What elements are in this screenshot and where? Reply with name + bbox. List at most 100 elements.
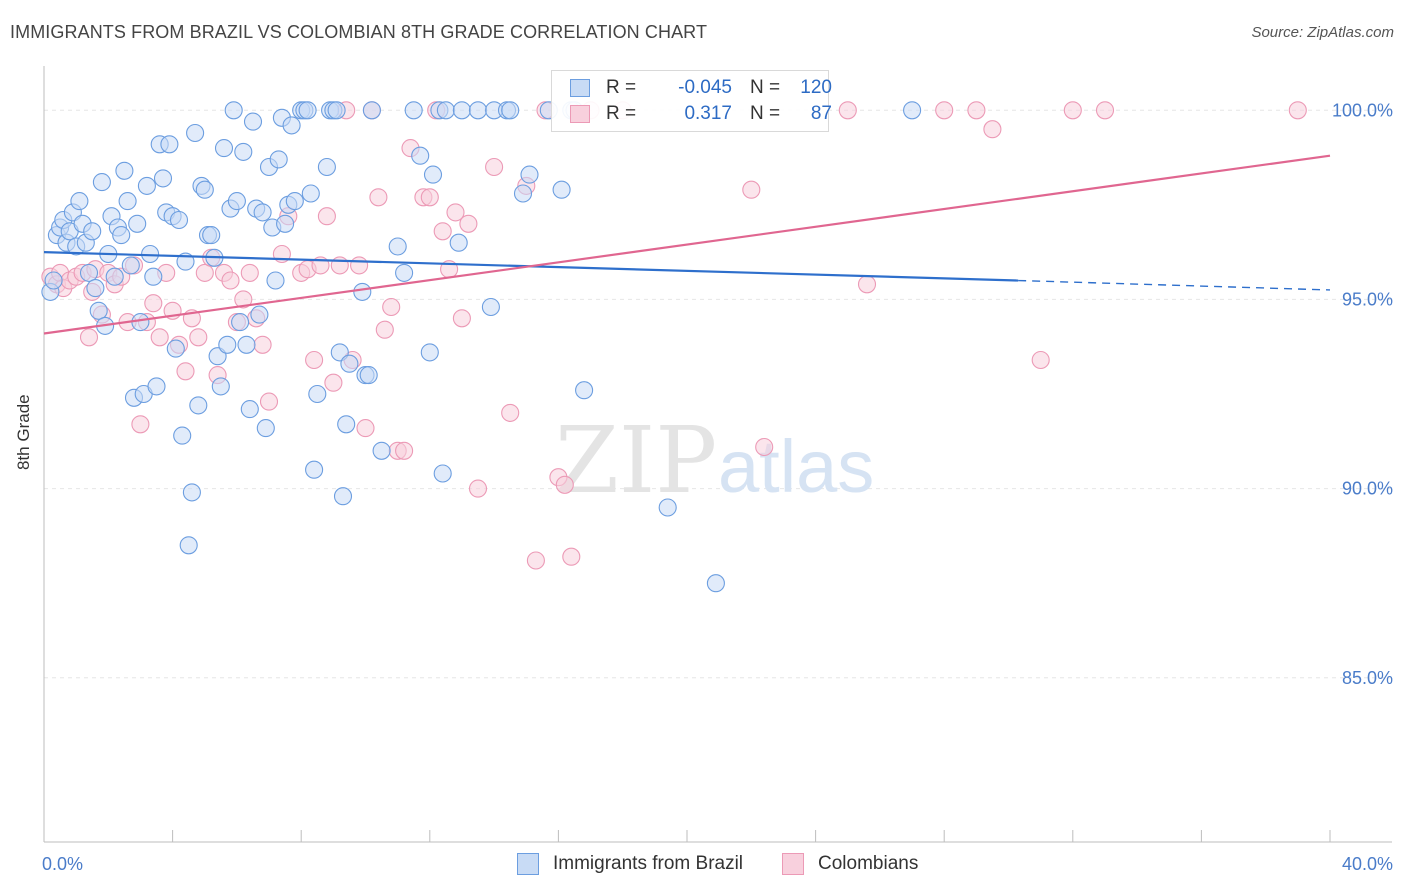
legend-swatch-colombians — [570, 105, 590, 123]
point-colombians — [240, 263, 259, 282]
y-tick-label: 85.0% — [1342, 668, 1393, 688]
point-brazil — [301, 184, 320, 203]
legend-n-label: N = — [750, 77, 781, 98]
point-colombians — [935, 101, 954, 120]
point-brazil — [166, 339, 185, 358]
point-brazil — [224, 101, 243, 120]
point-brazil — [234, 142, 253, 161]
point-brazil — [423, 165, 443, 184]
y-tick-label: 90.0% — [1342, 479, 1393, 499]
point-brazil — [436, 101, 455, 120]
point-brazil — [449, 233, 468, 252]
point-brazil — [121, 256, 140, 275]
trendline-brazil-extrapolated — [1018, 279, 1331, 291]
point-colombians — [131, 415, 150, 434]
axes — [43, 66, 1392, 843]
point-brazil — [575, 381, 594, 400]
point-brazil — [195, 180, 214, 199]
point-brazil — [182, 483, 201, 502]
point-brazil — [420, 343, 439, 362]
legend-r-label: R = — [606, 103, 637, 124]
point-brazil — [305, 460, 324, 479]
point-brazil — [83, 222, 102, 241]
point-brazil — [44, 271, 63, 290]
point-colombians — [375, 320, 394, 339]
legend-r-value-colombians: 0.317 — [684, 103, 732, 124]
point-brazil — [285, 192, 304, 211]
point-brazil — [131, 313, 150, 332]
point-brazil — [112, 226, 131, 245]
legend-n-value-brazil: 120 — [800, 77, 832, 98]
point-brazil — [513, 184, 533, 203]
point-brazil — [189, 396, 208, 415]
point-colombians — [967, 101, 986, 120]
point-brazil — [706, 574, 725, 593]
point-colombians — [356, 419, 375, 438]
point-brazil — [144, 267, 163, 286]
point-colombians — [317, 207, 336, 226]
point-colombians — [562, 547, 581, 566]
point-brazil — [388, 237, 407, 256]
point-brazil — [359, 366, 378, 385]
series-label-brazil: Immigrants from Brazil — [553, 853, 744, 874]
point-brazil — [411, 146, 430, 165]
point-brazil — [658, 498, 677, 517]
point-brazil — [308, 384, 327, 404]
chart-source: Source: ZipAtlas.com — [1251, 24, 1394, 41]
point-brazil — [269, 150, 288, 169]
point-brazil — [298, 101, 317, 120]
point-colombians — [555, 475, 574, 494]
point-colombians — [501, 403, 520, 422]
point-brazil — [501, 101, 520, 120]
point-colombians — [1063, 101, 1082, 120]
point-colombians — [485, 157, 504, 177]
point-brazil — [337, 415, 356, 434]
point-brazil — [266, 271, 285, 290]
point-brazil — [169, 210, 189, 230]
point-colombians — [330, 256, 349, 275]
point-brazil — [227, 192, 246, 211]
point-brazil — [179, 536, 198, 555]
point-brazil — [468, 101, 488, 120]
point-brazil — [317, 157, 336, 177]
x-tick-label: 40.0% — [1342, 854, 1393, 874]
point-brazil — [160, 135, 179, 154]
point-colombians — [395, 441, 414, 460]
point-colombians — [983, 120, 1002, 139]
point-brazil — [79, 263, 99, 282]
point-colombians — [526, 551, 545, 570]
point-brazil — [214, 139, 234, 158]
point-brazil — [250, 305, 269, 324]
points-brazil — [41, 101, 922, 593]
watermark-zip: ZIP — [555, 407, 717, 514]
point-brazil — [327, 101, 346, 120]
point-colombians — [755, 437, 774, 457]
legend-swatch-brazil — [570, 79, 590, 97]
point-brazil — [276, 214, 295, 233]
point-colombians — [305, 350, 324, 370]
point-brazil — [372, 441, 391, 460]
point-brazil — [395, 263, 414, 282]
point-brazil — [433, 464, 452, 483]
point-colombians — [446, 203, 465, 222]
point-brazil — [552, 180, 571, 199]
point-brazil — [147, 377, 166, 396]
point-brazil — [86, 279, 105, 298]
point-colombians — [253, 335, 272, 354]
legend-n-label: N = — [750, 103, 781, 124]
point-colombians — [234, 290, 253, 309]
chart-title: IMMIGRANTS FROM BRAZIL VS COLOMBIAN 8TH … — [10, 22, 708, 42]
point-colombians — [144, 294, 163, 313]
point-brazil — [253, 203, 272, 222]
point-colombians — [468, 479, 488, 498]
point-colombians — [259, 392, 279, 411]
trendline-colombians — [43, 154, 1331, 335]
point-brazil — [202, 226, 221, 245]
legend-n-value-colombians: 87 — [810, 103, 832, 124]
point-brazil — [70, 192, 89, 211]
gridlines — [44, 109, 1392, 679]
point-colombians — [838, 101, 857, 120]
point-brazil — [105, 267, 124, 286]
series-label-colombians: Colombians — [818, 853, 919, 874]
